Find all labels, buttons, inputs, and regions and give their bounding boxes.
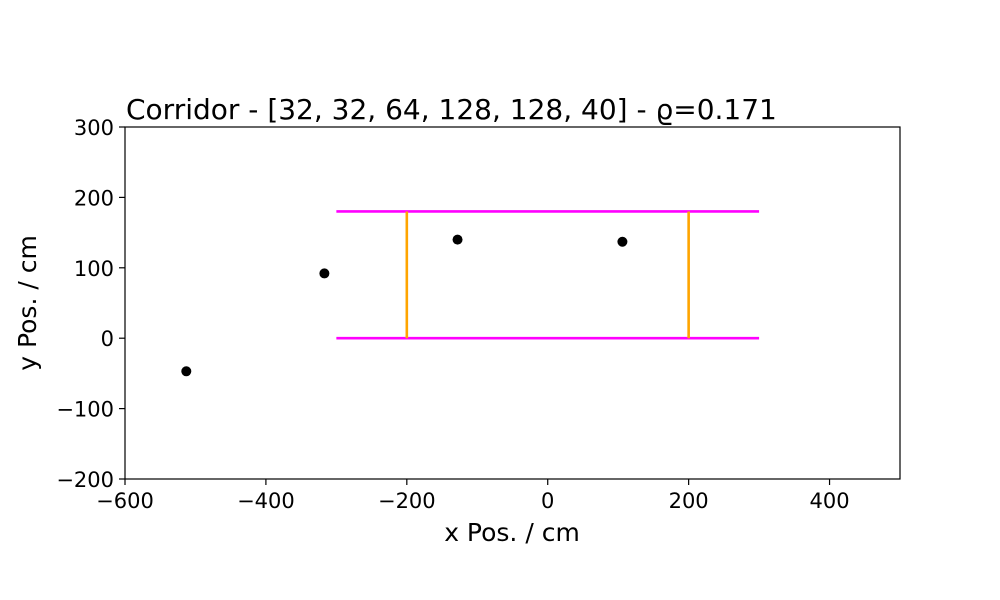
y-tick-label: 200: [74, 186, 114, 210]
y-axis: −200 −100 0 100 200 300: [56, 116, 125, 492]
y-tick-label: −100: [56, 398, 114, 422]
data-point-3: [452, 234, 463, 245]
axes-frame: [124, 126, 901, 480]
data-point-4: [617, 236, 628, 247]
data-point-1: [181, 366, 192, 377]
x-axis: −600 −400 −200 0 200 400: [96, 479, 850, 513]
y-tick-label: 100: [74, 257, 114, 281]
y-axis-label: y Pos. / cm: [13, 235, 42, 371]
y-tick-label: −200: [56, 468, 114, 492]
data-point-2: [319, 268, 330, 279]
x-tick-label: 0: [541, 489, 554, 513]
y-tick-label: 0: [101, 327, 114, 351]
x-tick-label: −600: [96, 489, 154, 513]
x-axis-label: x Pos. / cm: [444, 518, 580, 547]
plot-area: [181, 210, 760, 377]
x-tick-label: 200: [669, 489, 709, 513]
x-tick-label: 400: [809, 489, 849, 513]
chart-title: Corridor - [32, 32, 64, 128, 128, 40] - …: [126, 93, 777, 126]
x-tick-label: −200: [378, 489, 436, 513]
x-tick-label: −400: [237, 489, 295, 513]
y-tick-label: 300: [74, 116, 114, 140]
